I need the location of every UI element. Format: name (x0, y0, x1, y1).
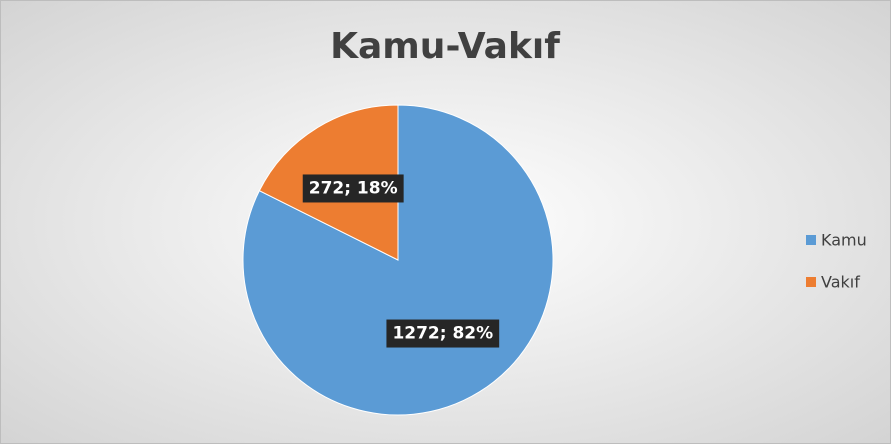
data-label-box (302, 174, 404, 203)
data-label: 1272; 82% (392, 324, 493, 344)
legend-swatch (806, 277, 816, 287)
chart-title: Kamu-Vakıf (330, 26, 560, 67)
data-label-box (386, 319, 500, 348)
data-label: 272; 18% (309, 178, 398, 198)
legend-label: Vakıf (821, 273, 860, 292)
legend-swatch (806, 235, 816, 245)
legend-label: Kamu (821, 231, 867, 250)
